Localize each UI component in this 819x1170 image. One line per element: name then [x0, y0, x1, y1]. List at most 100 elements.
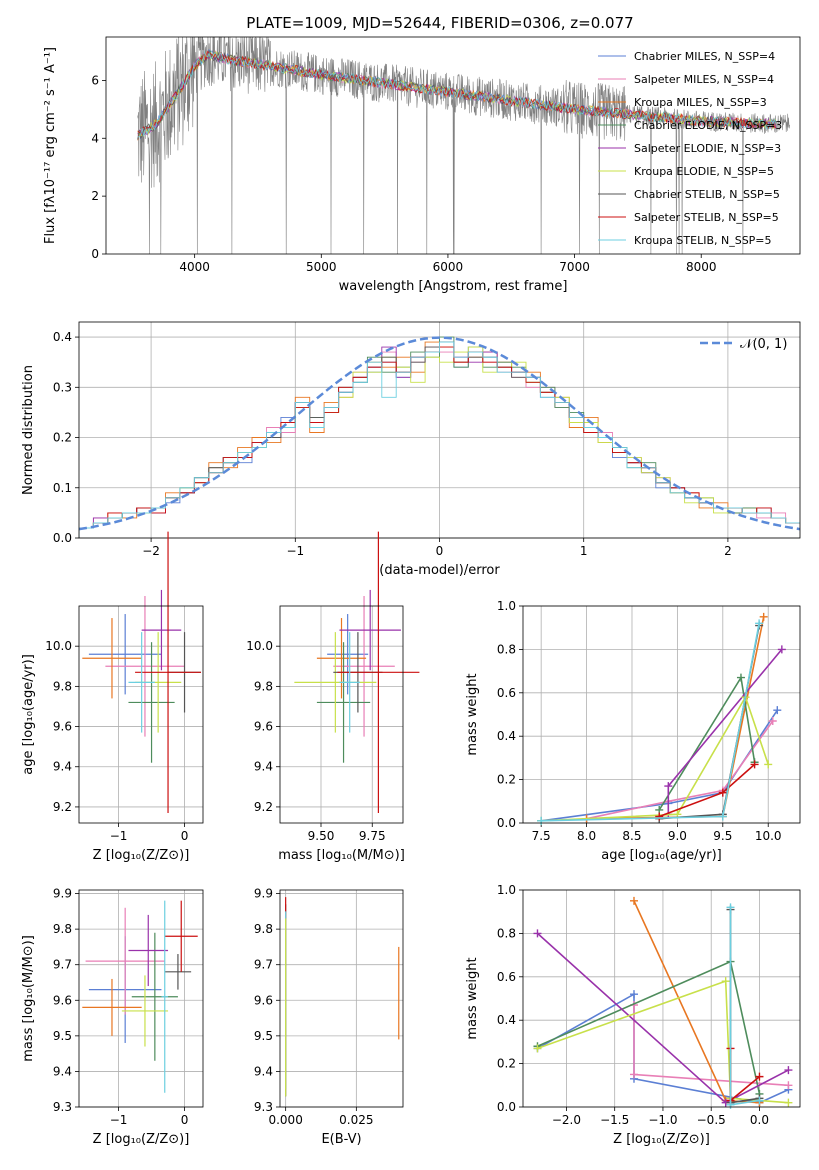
- x-tick-label: 10.0: [755, 829, 782, 843]
- axes-3: 9.50 9.75 9.2 9.4 9.6 9.8 10.0 mass [log₁₀(M/M⊙…: [246, 531, 420, 863]
- legend-label: Chabrier STELIB, N_SSP=5: [634, 188, 780, 201]
- chart-title: PLATE=1009, MJD=52644, FIBERID=0306, z=0…: [246, 14, 633, 32]
- x-tick-label: 0.000: [268, 1113, 302, 1127]
- y-tick-label: 0.2: [497, 773, 516, 787]
- y-tick-label: 10.0: [246, 639, 273, 653]
- axes-frame: [279, 889, 404, 1108]
- y-tick-label: 0.0: [497, 816, 516, 830]
- y-tick-label: 9.7: [53, 958, 72, 972]
- y-axis-label: mass [log₁₀(M/M⊙)]: [21, 935, 36, 1062]
- axes-7: −2.0 −1.5 −1.0 −0.5 0.0 0.0 0.2 0.4 0.6 0.8 1.0 Z […: [465, 883, 801, 1147]
- mass-weight-marker: [784, 1066, 793, 1075]
- y-tick-label: 1.0: [497, 883, 516, 897]
- y-tick-label: 10.0: [45, 639, 72, 653]
- x-tick-label: −2: [142, 544, 160, 558]
- y-axis-label: Normed distribution: [21, 365, 36, 495]
- x-tick-label: 1: [580, 544, 588, 558]
- mass-weight-marker: [726, 1100, 735, 1109]
- x-tick-label: −2.0: [552, 1113, 581, 1127]
- y-tick-label: 2: [91, 189, 99, 203]
- y-tick-label: 9.4: [254, 760, 273, 774]
- axes-frame: [78, 889, 204, 1108]
- mass-weight-marker: [629, 1070, 638, 1079]
- model-spectrum-8: [137, 50, 777, 138]
- x-tick-label: 0.0: [750, 1113, 769, 1127]
- y-tick-label: 9.4: [53, 760, 72, 774]
- mass-weight-marker: [784, 1098, 793, 1107]
- mass-weight-line-5: [541, 695, 769, 822]
- mass-weight-marker: [759, 612, 768, 621]
- axes-4: 7.5 8.0 8.5 9.0 9.5 10.0 0.0 0.2 0.4 0.6 0.8 1.0 age…: [465, 599, 801, 863]
- y-tick-label: 0.6: [497, 970, 516, 984]
- y-tick-label: 9.4: [53, 1064, 72, 1078]
- axes-frame: [78, 321, 801, 539]
- y-tick-label: 9.5: [254, 1029, 273, 1043]
- x-tick-label: 4000: [179, 260, 210, 274]
- y-tick-label: 9.8: [254, 679, 273, 693]
- mass-weight-marker: [764, 760, 773, 769]
- legend-label: Chabrier MILES, N_SSP=4: [634, 50, 775, 63]
- x-tick-label: 5000: [306, 260, 337, 274]
- y-tick-label: 9.9: [53, 887, 72, 901]
- y-tick-label: 0.1: [53, 481, 72, 495]
- y-axis-label: mass weight: [465, 673, 480, 755]
- x-axis-label: Z [log₁₀(Z/Z⊙)]: [93, 848, 190, 863]
- x-tick-label: 7.5: [532, 829, 551, 843]
- y-tick-label: 0.4: [53, 330, 72, 344]
- y-tick-label: 0.4: [497, 1013, 516, 1027]
- y-tick-label: 9.2: [254, 800, 273, 814]
- x-tick-label: 8.5: [622, 829, 641, 843]
- mass-weight-marker: [721, 977, 730, 986]
- legend-label: Salpeter MILES, N_SSP=4: [634, 73, 774, 86]
- y-tick-label: 9.6: [53, 720, 72, 734]
- y-axis-label: mass weight: [465, 957, 480, 1039]
- mass-weight-marker: [655, 812, 664, 821]
- mass-weight-marker: [533, 1044, 542, 1053]
- mass-weight-marker: [755, 619, 764, 628]
- y-tick-label: 9.8: [53, 679, 72, 693]
- y-tick-label: 9.6: [254, 720, 273, 734]
- x-tick-label: 9.5: [713, 829, 732, 843]
- x-tick-label: 0.025: [339, 1113, 373, 1127]
- axes-2: −1 0 9.2 9.4 9.6 9.8 10.0 Z [log₁₀(Z/Z⊙)] age [l…: [21, 531, 204, 863]
- y-tick-label: 0.2: [497, 1057, 516, 1071]
- axes-1: −2 −1 0 1 2 0.0 0.1 0.2 0.3 0.4 (data-model)/error…: [21, 321, 801, 578]
- mass-weight-marker: [755, 1072, 764, 1081]
- x-axis-label: (data-model)/error: [379, 563, 500, 578]
- mass-weight-line-2: [586, 616, 765, 820]
- mass-weight-marker: [664, 782, 673, 791]
- x-tick-label: −0.5: [697, 1113, 726, 1127]
- axes-0: 4000 5000 6000 7000 8000 0 2 4 6 PLATE=1009, MJD=…: [43, 14, 801, 294]
- x-tick-label: −1: [110, 1113, 128, 1127]
- axes-5: −1 0 9.3 9.4 9.5 9.6 9.7 9.8 9.9 Z [log₁₀(Z/Z⊙)] m…: [21, 887, 204, 1147]
- x-tick-label: −1.0: [648, 1113, 677, 1127]
- mass-weight-marker: [750, 760, 759, 769]
- x-axis-label: Z [log₁₀(Z/Z⊙)]: [613, 1132, 710, 1147]
- legend-label: Salpeter ELODIE, N_SSP=3: [634, 142, 781, 155]
- y-tick-label: 0.2: [53, 431, 72, 445]
- y-tick-label: 0.8: [497, 642, 516, 656]
- x-tick-label: −1: [286, 544, 304, 558]
- mass-weight-marker: [736, 673, 745, 682]
- legend-label: Kroupa STELIB, N_SSP=5: [634, 234, 772, 247]
- y-tick-label: 0.8: [497, 926, 516, 940]
- y-tick-label: 9.3: [53, 1100, 72, 1114]
- spectrum-area: [137, 37, 790, 254]
- y-tick-label: 0.6: [497, 686, 516, 700]
- x-tick-label: −1.5: [600, 1113, 629, 1127]
- y-tick-label: 0.0: [53, 531, 72, 545]
- y-tick-label: 6: [91, 73, 99, 87]
- x-tick-label: 9.75: [359, 829, 386, 843]
- mass-weight-marker: [755, 1096, 764, 1105]
- x-tick-label: 0: [181, 1113, 189, 1127]
- legend-label: Salpeter STELIB, N_SSP=5: [634, 211, 779, 224]
- mass-weight-marker: [768, 717, 777, 726]
- y-tick-label: 9.8: [254, 922, 273, 936]
- x-tick-label: 2: [724, 544, 732, 558]
- mass-weight-marker: [784, 1081, 793, 1090]
- x-axis-label: mass [log₁₀(M/M⊙)]: [278, 848, 405, 863]
- x-axis-label: Z [log₁₀(Z/Z⊙)]: [93, 1132, 190, 1147]
- mass-weight-line-7: [658, 763, 756, 818]
- mass-weight-marker: [777, 645, 786, 654]
- axes-frame: [522, 605, 801, 824]
